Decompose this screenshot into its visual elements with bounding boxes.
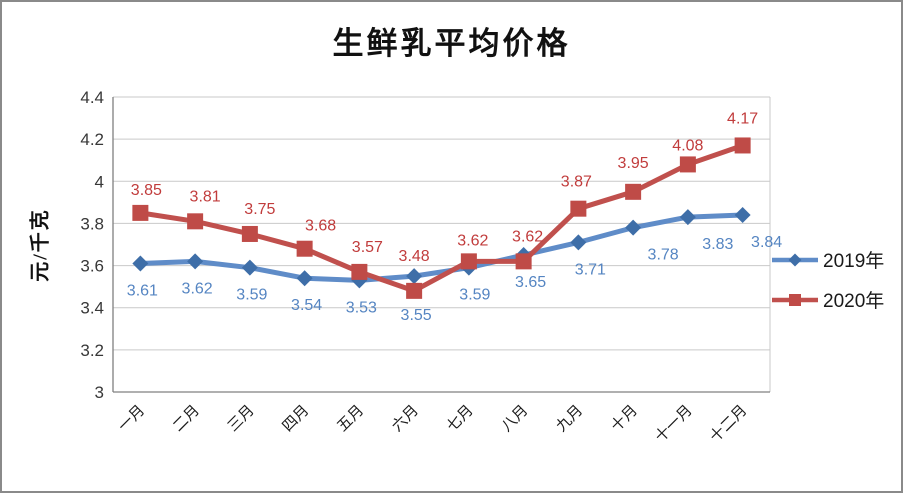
x-tick-label: 八月 <box>499 403 532 436</box>
marker-diamond <box>132 255 149 272</box>
marker-square <box>351 263 368 280</box>
data-label-2019年: 3.83 <box>702 236 733 253</box>
legend-item-2020: 2020年 <box>770 286 884 313</box>
y-tick-label: 4.2 <box>80 130 104 149</box>
data-label-2019年: 3.59 <box>459 287 490 304</box>
y-tick-label: 3.4 <box>80 299 104 318</box>
marker-square <box>570 200 587 217</box>
y-tick-label: 3.6 <box>80 257 104 276</box>
marker-square <box>515 253 532 270</box>
chart-title: 生鲜乳平均价格 <box>332 26 571 61</box>
marker-diamond <box>241 259 258 276</box>
x-tick-label: 十二月 <box>707 402 751 446</box>
data-label-2020年: 4.17 <box>727 110 758 127</box>
data-label-2020年: 3.57 <box>352 239 383 256</box>
x-tick-label: 六月 <box>389 402 422 435</box>
y-tick-label: 3.8 <box>80 214 104 233</box>
data-label-2019年: 3.71 <box>575 261 606 278</box>
x-tick-label: 一月 <box>116 403 149 436</box>
data-label-2020年: 3.48 <box>399 248 430 265</box>
legend-diamond-icon <box>788 253 802 266</box>
data-label-2019年: 3.62 <box>182 280 213 297</box>
data-label-2020年: 3.87 <box>561 174 592 191</box>
data-label-2019年: 3.55 <box>401 307 432 324</box>
marker-diamond <box>570 234 587 251</box>
marker-square <box>460 253 477 270</box>
marker-square <box>296 240 313 257</box>
data-label-2019年: 3.59 <box>236 287 267 304</box>
x-tick-label: 二月 <box>170 403 203 436</box>
legend-item-2019: 2019年 <box>770 246 884 273</box>
marker-square <box>406 282 423 299</box>
y-tick-label: 3.2 <box>80 341 104 360</box>
data-label-2019年: 3.84 <box>751 234 782 251</box>
legend: 2019年 2020年 <box>770 246 884 313</box>
data-label-2020年: 4.08 <box>672 137 703 154</box>
data-label-2020年: 3.68 <box>305 218 336 235</box>
series-line-2019年 <box>137 212 746 283</box>
data-label-2020年: 3.95 <box>618 155 649 172</box>
data-label-2019年: 3.54 <box>291 297 322 314</box>
marker-diamond <box>296 270 313 287</box>
data-label-2020年: 3.75 <box>244 201 275 218</box>
data-label-2020年: 3.62 <box>457 232 488 249</box>
data-label-2019年: 3.61 <box>127 282 158 299</box>
marker-diamond <box>187 253 204 270</box>
series-line-2020年 <box>137 142 746 294</box>
x-tick-label: 十一月 <box>652 402 696 446</box>
x-tick-label: 十月 <box>608 402 641 435</box>
x-tick-label: 三月 <box>225 403 258 436</box>
marker-square <box>241 225 258 242</box>
marker-diamond <box>679 209 696 226</box>
data-label-2019年: 3.53 <box>346 299 377 316</box>
marker-diamond <box>625 219 642 236</box>
x-tick-label: 九月 <box>553 402 586 435</box>
legend-line-square-icon <box>772 293 818 306</box>
marker-square <box>734 137 751 154</box>
y-tick-label: 4 <box>95 172 104 191</box>
data-label-2020年: 3.81 <box>190 188 221 205</box>
legend-label-2019: 2019年 <box>823 251 885 272</box>
legend-line-diamond-icon <box>772 253 818 266</box>
x-tick-label: 五月 <box>335 403 368 436</box>
y-tick-label: 3 <box>95 383 104 402</box>
x-tick-label: 四月 <box>280 403 313 436</box>
data-label-2019年: 3.78 <box>648 247 679 264</box>
x-tick-label: 七月 <box>443 402 476 435</box>
data-label-2020年: 3.85 <box>131 182 162 199</box>
marker-square <box>625 183 642 200</box>
marker-square <box>679 156 696 173</box>
data-label-2019年: 3.65 <box>515 274 546 291</box>
marker-diamond <box>734 207 751 223</box>
y-tick-label: 4.4 <box>80 88 104 107</box>
data-label-2020年: 3.62 <box>512 228 543 245</box>
marker-diamond <box>406 268 423 285</box>
legend-square-icon <box>789 293 801 306</box>
marker-square <box>187 213 204 230</box>
marker-square <box>132 204 149 221</box>
legend-label-2020: 2020年 <box>823 291 885 312</box>
